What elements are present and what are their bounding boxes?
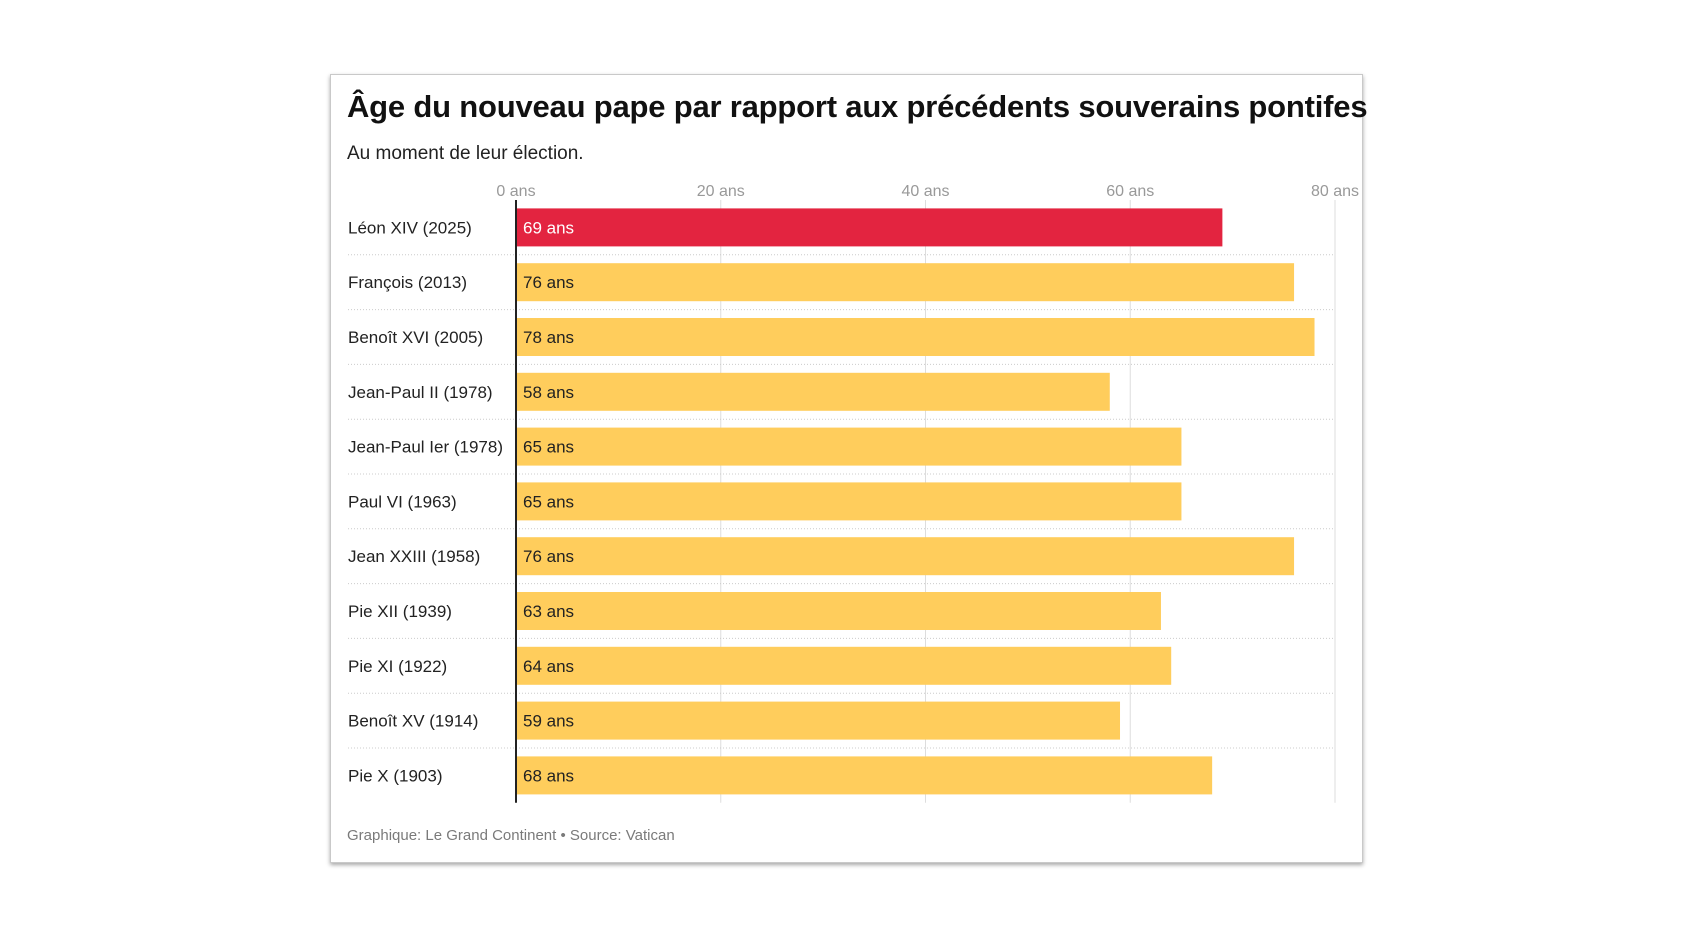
data-label: 68 ans [523, 766, 574, 785]
category-label: Pie X (1903) [348, 766, 443, 785]
bar [516, 427, 1182, 466]
data-label: 59 ans [523, 712, 574, 731]
tick-label-60: 60 ans [1106, 183, 1154, 200]
bar [516, 646, 1172, 685]
tick-label-80: 80 ans [1311, 183, 1359, 200]
data-label: 63 ans [523, 602, 574, 621]
chart-source: Graphique: Le Grand Continent • Source: … [347, 827, 675, 844]
category-label: Benoît XV (1914) [348, 712, 478, 731]
data-label: 64 ans [523, 657, 574, 676]
data-label: 76 ans [523, 273, 574, 292]
category-label: Léon XIV (2025) [348, 218, 472, 237]
bar [516, 318, 1315, 356]
tick-label-40: 40 ans [901, 183, 949, 200]
data-label: 76 ans [523, 547, 574, 566]
category-label: Jean XXIII (1958) [348, 547, 480, 566]
bar [516, 756, 1213, 795]
bar [516, 208, 1223, 247]
category-label: Jean-Paul Ier (1978) [348, 438, 503, 457]
category-label: François (2013) [348, 273, 467, 292]
bar [516, 372, 1110, 411]
data-label: 78 ans [523, 328, 574, 347]
chart-card: Âge du nouveau pape par rapport aux préc… [330, 74, 1368, 863]
tick-label-20: 20 ans [697, 183, 745, 200]
category-label: Benoît XVI (2005) [348, 328, 483, 347]
bar [516, 537, 1295, 576]
bar [516, 263, 1295, 302]
category-label: Pie XI (1922) [348, 657, 447, 676]
data-label: 58 ans [523, 383, 574, 402]
category-label: Jean-Paul II (1978) [348, 383, 493, 402]
bar [516, 482, 1182, 521]
chart-subtitle: Au moment de leur élection. [347, 143, 584, 164]
category-label: Paul VI (1963) [348, 492, 457, 511]
bar [516, 701, 1121, 740]
data-label: 65 ans [523, 492, 574, 511]
bar-chart: 0 ans 20 ans 40 ans 60 ans 80 ans Léon XIV (2… [348, 183, 1359, 803]
chart-title: Âge du nouveau pape par rapport aux préc… [347, 89, 1368, 124]
category-label: Pie XII (1939) [348, 602, 452, 621]
data-label: 69 ans [523, 218, 574, 237]
bar [516, 592, 1161, 630]
data-label: 65 ans [523, 438, 574, 457]
tick-label-0: 0 ans [496, 183, 535, 200]
